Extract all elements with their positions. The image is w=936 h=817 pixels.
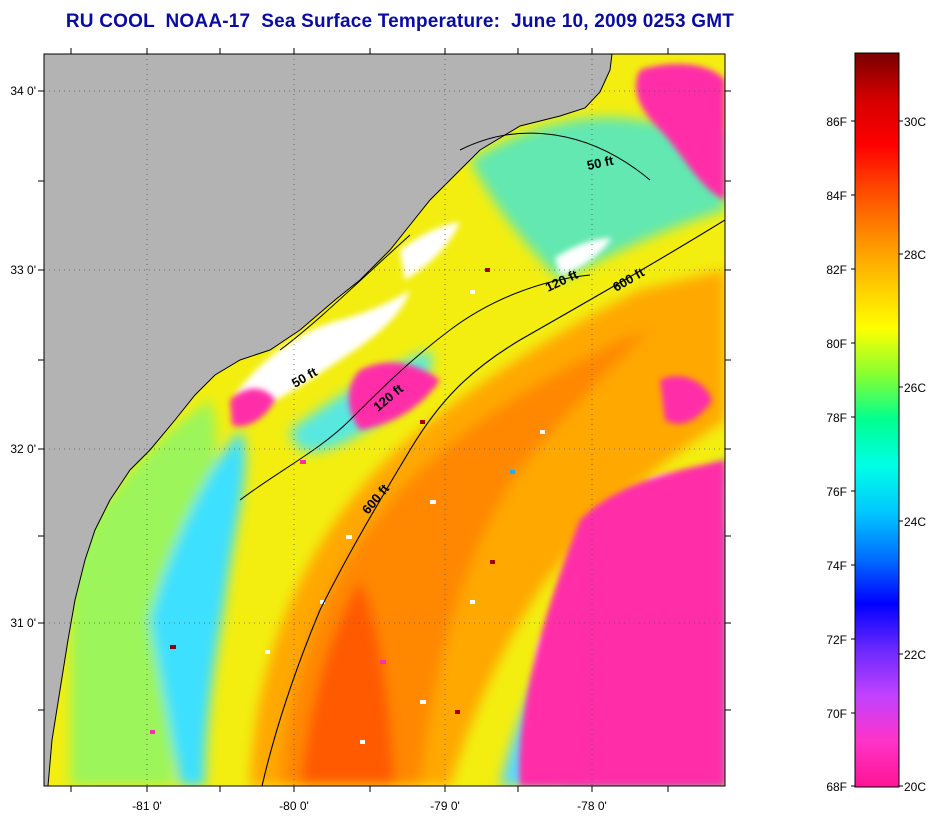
temperature-colorbar: 86F 84F 82F 80F 78F 76F 74F 72F 70F 68F … <box>826 52 926 794</box>
cloud-white-winyah <box>400 222 460 280</box>
coastline <box>47 54 613 786</box>
lat-label-33: 33 0' <box>10 263 36 277</box>
sst-map: 50 ft 120 ft 600 ft 50 ft 120 ft 600 ft … <box>10 48 731 813</box>
lon-label-81: -81 0' <box>132 799 162 813</box>
colorbar-label-24c: 24C <box>904 515 926 529</box>
cloud-pixel-specks <box>150 268 545 744</box>
nearshore-cool-band <box>70 400 217 786</box>
colorbar-label-72f: 72F <box>826 633 847 647</box>
gulf-stream-hot <box>300 580 395 786</box>
isobath-600ft <box>261 219 725 786</box>
frame-ticks <box>38 48 731 792</box>
lon-label-78: -78 0' <box>577 799 607 813</box>
isobath-label-50ft-north: 50 ft <box>586 153 616 173</box>
lat-label-31: 31 0' <box>10 616 36 630</box>
cloud-magenta-se <box>519 460 725 786</box>
colorbar-label-80f: 80F <box>826 337 847 351</box>
colorbar-label-28c: 28C <box>904 248 926 262</box>
cloud-white-nearshore <box>235 290 410 410</box>
cloud-magenta-shelf <box>348 362 440 430</box>
northern-shelf-cool <box>470 117 725 280</box>
colorbar-label-78f: 78F <box>826 411 847 425</box>
lon-label-79: -79 0' <box>430 799 460 813</box>
colorbar-label-86f: 86F <box>826 115 847 129</box>
colorbar-label-26c: 26C <box>904 381 926 395</box>
colorbar-label-84f: 84F <box>826 189 847 203</box>
colorbar-ticks <box>851 120 903 787</box>
colorbar-gradient <box>854 52 900 788</box>
colorbar-label-82f: 82F <box>826 263 847 277</box>
cloud-magenta-nearshore <box>230 388 275 427</box>
lat-label-34: 34 0' <box>10 84 36 98</box>
colorbar-label-20c: 20C <box>904 780 926 794</box>
graticule <box>44 54 725 786</box>
colorbar-label-70f: 70F <box>826 707 847 721</box>
colorbar-label-76f: 76F <box>826 485 847 499</box>
map-title: RU COOL NOAA-17 Sea Surface Temperature:… <box>65 11 735 32</box>
colorbar-label-68f: 68F <box>826 780 847 794</box>
map-frame <box>43 53 726 787</box>
cloud-magenta-east-mid <box>660 376 712 424</box>
colorbar-label-22c: 22C <box>904 648 926 662</box>
cloud-magenta-east <box>636 64 725 200</box>
cloud-white-capefear <box>555 238 612 275</box>
colorbar-label-74f: 74F <box>826 559 847 573</box>
lat-label-32: 32 0' <box>10 442 36 456</box>
isobath-120ft <box>239 274 591 501</box>
land-mass <box>44 54 612 786</box>
lon-label-80: -80 0' <box>279 799 309 813</box>
isobath-50ft <box>279 132 651 351</box>
nearshore-cyan-band <box>150 430 246 786</box>
colorbar-label-30c: 30C <box>904 115 926 129</box>
